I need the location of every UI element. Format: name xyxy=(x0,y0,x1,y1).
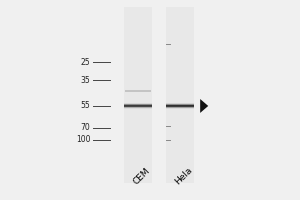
Text: 70: 70 xyxy=(80,123,90,132)
Bar xyxy=(124,7,152,183)
Text: CEM: CEM xyxy=(132,166,152,186)
Text: 100: 100 xyxy=(76,135,90,144)
Bar xyxy=(166,7,194,183)
Polygon shape xyxy=(200,99,208,113)
Text: Hela: Hela xyxy=(173,166,194,186)
Text: 25: 25 xyxy=(81,58,90,67)
Text: 35: 35 xyxy=(80,76,90,85)
Bar xyxy=(125,90,151,92)
Text: 55: 55 xyxy=(80,101,90,110)
